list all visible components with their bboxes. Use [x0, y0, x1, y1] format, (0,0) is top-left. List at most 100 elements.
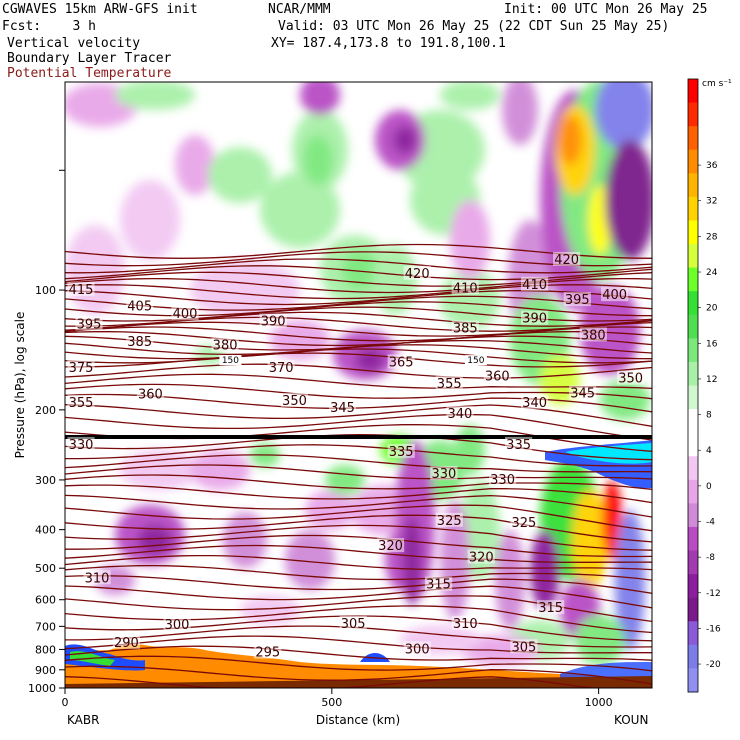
theta-label: 340 — [522, 396, 547, 411]
x-tick-label: 500 — [321, 696, 342, 709]
theta-label-bg — [451, 615, 479, 630]
theta-label-bg — [328, 400, 357, 415]
theta-label-bg — [136, 386, 164, 401]
theta-label-bg — [67, 436, 95, 451]
theta-label: 310 — [85, 571, 110, 586]
colorbar-swatch — [688, 149, 698, 174]
theta-label-bg — [563, 292, 591, 307]
y-tick-label: 700 — [35, 620, 56, 633]
theta-contour — [65, 284, 652, 300]
colorbar-swatch — [688, 314, 698, 339]
header-field-1: Vertical velocity — [7, 36, 141, 51]
theta-label-bg — [510, 639, 538, 654]
theta-label-bg — [488, 471, 517, 486]
theta-label-bg — [387, 354, 415, 369]
colorbar-tick-label: 16 — [706, 339, 718, 349]
theta-contour — [65, 434, 652, 461]
colorbar-swatch — [688, 244, 698, 269]
theta-label: 335 — [506, 438, 531, 453]
colorbar-tick-label: 24 — [706, 268, 718, 278]
theta-label: 380 — [213, 339, 238, 354]
theta-label-bg — [467, 549, 495, 564]
colorbar-tick-label: -8 — [706, 553, 715, 563]
theta-label-bg — [387, 443, 415, 458]
theta-label-bg — [510, 515, 538, 530]
theta-label-bg — [163, 617, 191, 632]
theta-label-bg — [424, 576, 453, 591]
theta-label-bg — [435, 375, 463, 390]
theta-label-bg — [451, 320, 479, 335]
start-station-label: KABR — [67, 713, 99, 727]
theta-label-bg — [67, 394, 95, 409]
theta-contour — [65, 271, 652, 287]
theta-contour — [65, 331, 652, 347]
colorbar-swatch — [688, 267, 698, 292]
colorbar-swatch — [688, 479, 698, 504]
theta-label: 355 — [69, 396, 94, 411]
theta-label: 310 — [453, 617, 478, 632]
theta-contour — [65, 348, 652, 364]
theta-label-bg — [211, 337, 239, 352]
colorbar-swatch — [688, 526, 698, 552]
theta-label: 345 — [330, 401, 355, 416]
theta-label-bg — [579, 327, 607, 342]
theta-contour — [65, 635, 652, 654]
y-axis: 100 200 300 400 500 600 700 800 900 1000 — [28, 169, 65, 695]
theta-contour — [65, 258, 652, 274]
theta-label: 340 — [447, 407, 472, 422]
colorbar-tick-label: 12 — [706, 375, 717, 385]
plot-frame — [64, 81, 653, 689]
theta-label: 370 — [269, 361, 294, 376]
theta-label: 325 — [512, 516, 537, 531]
theta-label: 400 — [602, 288, 627, 303]
theta-label: 405 — [127, 300, 152, 315]
theta-contour — [65, 504, 652, 532]
y-tick-label: 200 — [35, 404, 56, 417]
theta-contour — [65, 524, 652, 551]
theta-contour — [65, 454, 652, 473]
theta-label-bg — [521, 276, 549, 291]
theta-label: 315 — [426, 578, 451, 593]
theta-labels: 415 405 400 395 390 385 380 385 390 395 400 410 410 4… — [67, 251, 645, 661]
theta-contour — [65, 265, 652, 281]
theta-contour — [65, 404, 652, 427]
theta-contour — [65, 585, 652, 609]
y-tick-label: 800 — [35, 643, 56, 656]
theta-contour — [65, 444, 652, 467]
theta-label: 385 — [127, 335, 152, 350]
header-init: Init: 00 UTC Mon 26 May 25 — [504, 2, 708, 17]
theta-label-bg — [435, 512, 463, 527]
colorbar-swatch — [688, 361, 698, 386]
colorbar-swatch — [688, 550, 698, 575]
colorbar-tick-label: 32 — [706, 197, 717, 207]
theta-contour — [65, 295, 652, 311]
colorbar-swatch — [688, 503, 698, 528]
theta-label: 300 — [405, 642, 430, 657]
theta-label-bg — [446, 406, 474, 421]
theta-contour — [65, 544, 652, 563]
y-tick-label: 1000 — [28, 682, 56, 695]
header-xy: XY= 187.4,173.8 to 191.8,100.1 — [271, 36, 506, 51]
theta-contour — [65, 554, 652, 571]
theta-label-bg — [339, 615, 367, 630]
theta-contour — [65, 676, 652, 688]
theta-contour — [65, 413, 652, 441]
theta-contour — [65, 383, 652, 400]
y-tick-label: 100 — [35, 284, 56, 297]
theta-contour — [65, 655, 652, 672]
theta-label: 365 — [389, 355, 414, 370]
theta-label-bg — [403, 641, 431, 656]
theta-label: 315 — [538, 601, 563, 616]
theta-label: 350 — [618, 372, 643, 387]
theta-contour — [65, 665, 652, 685]
colorbar-swatch — [688, 644, 698, 669]
theta-label-bg — [601, 287, 629, 302]
theta-label: 305 — [512, 640, 537, 655]
colorbar-frame — [687, 78, 699, 693]
theta-label-bg — [67, 360, 95, 375]
theta-contour — [65, 474, 652, 491]
theta-label-bg — [254, 644, 282, 659]
theta-label: 345 — [570, 387, 595, 402]
header-org: NCAR/MMM — [268, 2, 331, 17]
